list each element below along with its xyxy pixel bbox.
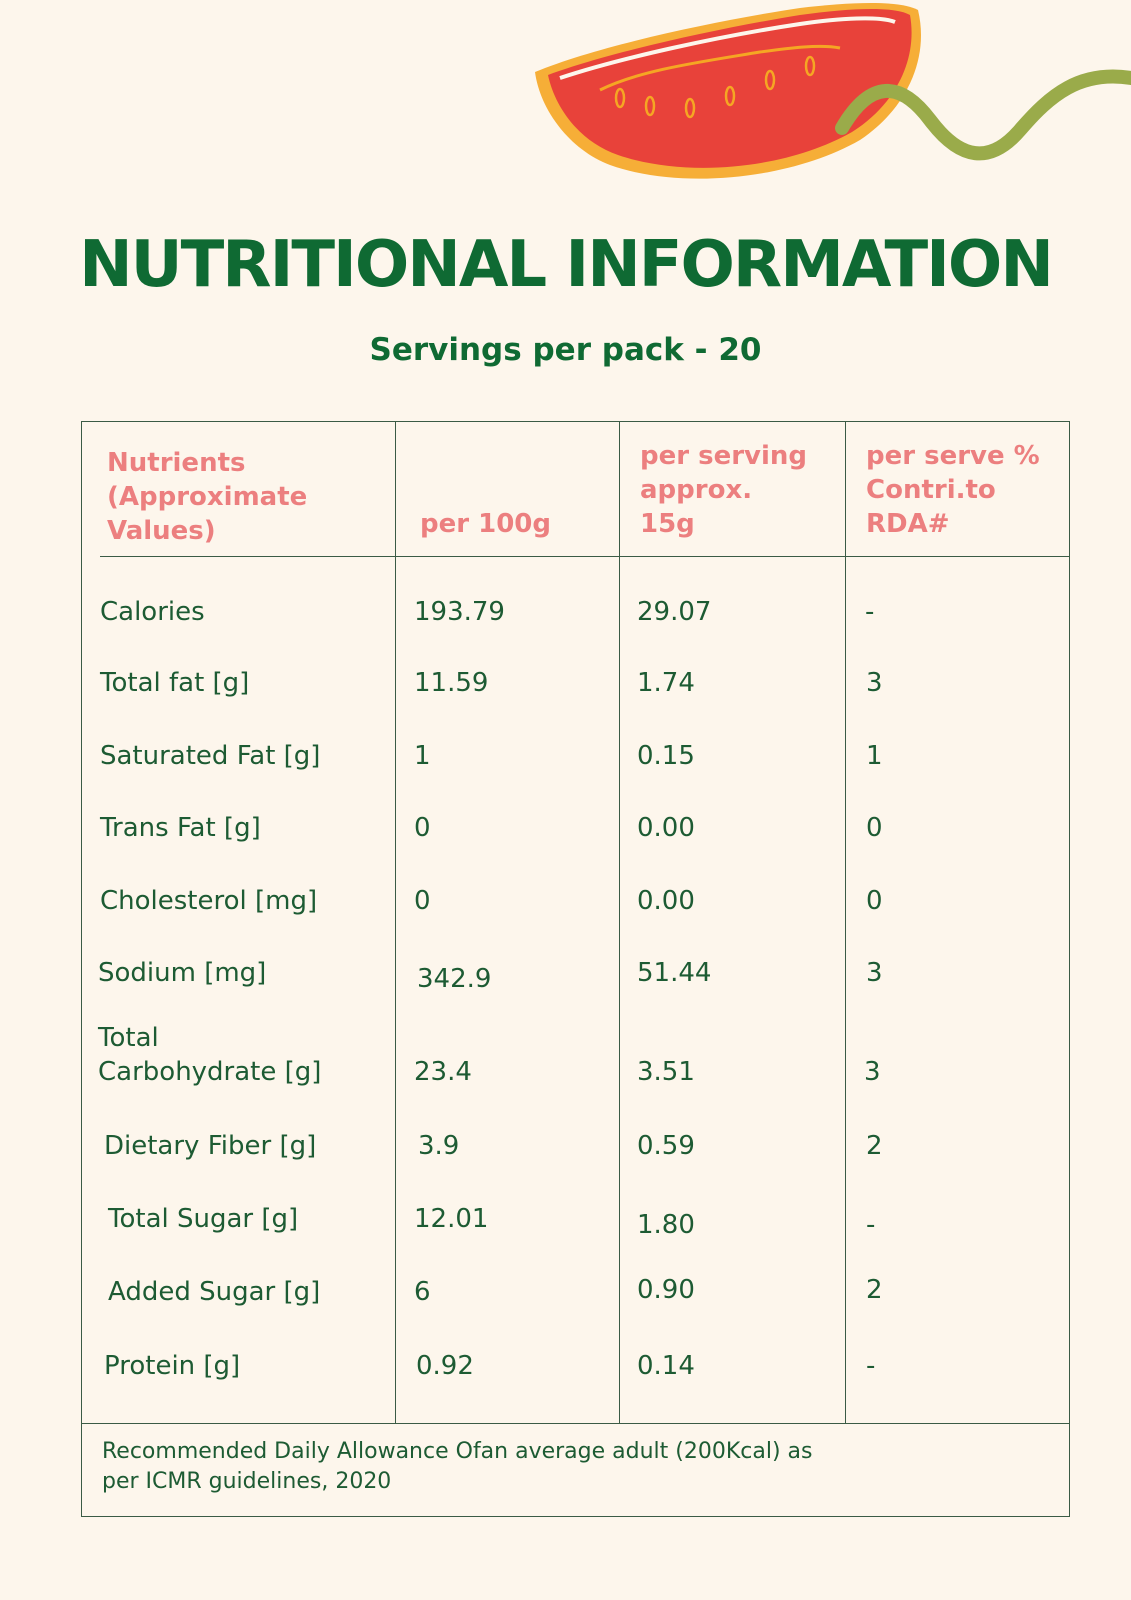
value-per-100g: 23.4 [414, 1057, 472, 1087]
value-per-100g: 3.9 [418, 1131, 460, 1161]
nutrient-name: Sodium [mg] [98, 958, 267, 988]
value-per-serving: 0.14 [637, 1351, 695, 1381]
nutrition-table [81, 421, 1070, 1517]
header-divider [100, 556, 1070, 557]
nutrient-name: Added Sugar [g] [108, 1277, 321, 1307]
value-per-100g: 11.59 [414, 668, 489, 698]
value-per-serving: 0.15 [637, 741, 695, 771]
nutrient-name: Cholesterol [mg] [100, 886, 318, 916]
value-per-serving: 3.51 [637, 1057, 695, 1087]
value-per-serving: 51.44 [637, 958, 712, 988]
value-per-100g: 12.01 [414, 1204, 489, 1234]
nutrient-name: Total Carbohydrate [g] [98, 1023, 322, 1087]
value-per-serving: 0.59 [637, 1131, 695, 1161]
value-per-100g: 193.79 [414, 597, 505, 627]
footer-divider [81, 1423, 1070, 1424]
servings-subtitle: Servings per pack - 20 [369, 332, 762, 368]
nutrient-name: Total Sugar [g] [108, 1204, 299, 1234]
value-rda: - [865, 597, 875, 627]
value-per-serving: 1.74 [637, 668, 695, 698]
value-per-100g: 0 [414, 886, 431, 916]
column-divider [845, 421, 846, 1423]
value-rda: 2 [866, 1131, 883, 1161]
value-per-serving: 0.00 [637, 886, 695, 916]
tomato-slice-icon [535, 3, 1131, 179]
nutrient-name: Dietary Fiber [g] [104, 1131, 317, 1161]
nutrient-name: Calories [100, 597, 205, 627]
page-title: NUTRITIONAL INFORMATION [79, 228, 1054, 302]
nutrient-name: Trans Fat [g] [100, 813, 261, 843]
value-per-serving: 29.07 [637, 597, 712, 627]
value-rda: 0 [866, 886, 883, 916]
value-rda: - [866, 1210, 876, 1240]
value-rda: 1 [866, 741, 883, 771]
rda-footnote: Recommended Daily Allowance Ofan average… [102, 1439, 813, 1494]
value-rda: 2 [866, 1275, 883, 1305]
header-rda: per serve % Contri.to RDA# [866, 441, 1040, 539]
nutrient-name: Saturated Fat [g] [100, 741, 321, 771]
column-divider [395, 421, 396, 1423]
value-per-100g: 1 [414, 741, 431, 771]
value-per-100g: 342.9 [417, 964, 492, 994]
value-rda: - [866, 1351, 876, 1381]
nutrient-name: Protein [g] [104, 1351, 241, 1381]
header-per-100g: per 100g [420, 509, 552, 539]
nutrient-name: Total fat [g] [100, 668, 250, 698]
value-per-serving: 0.90 [637, 1275, 695, 1305]
value-per-serving: 1.80 [637, 1210, 695, 1240]
value-rda: 3 [864, 1057, 881, 1087]
header-per-serving: per serving approx. 15g [640, 441, 808, 539]
value-per-100g: 6 [414, 1277, 431, 1307]
header-nutrients: Nutrients (Approximate Values) [107, 448, 308, 546]
column-divider [619, 421, 620, 1423]
value-per-serving: 0.00 [637, 813, 695, 843]
value-rda: 0 [866, 813, 883, 843]
value-per-100g: 0.92 [416, 1351, 474, 1381]
value-per-100g: 0 [414, 813, 431, 843]
value-rda: 3 [866, 958, 883, 988]
value-rda: 3 [866, 668, 883, 698]
